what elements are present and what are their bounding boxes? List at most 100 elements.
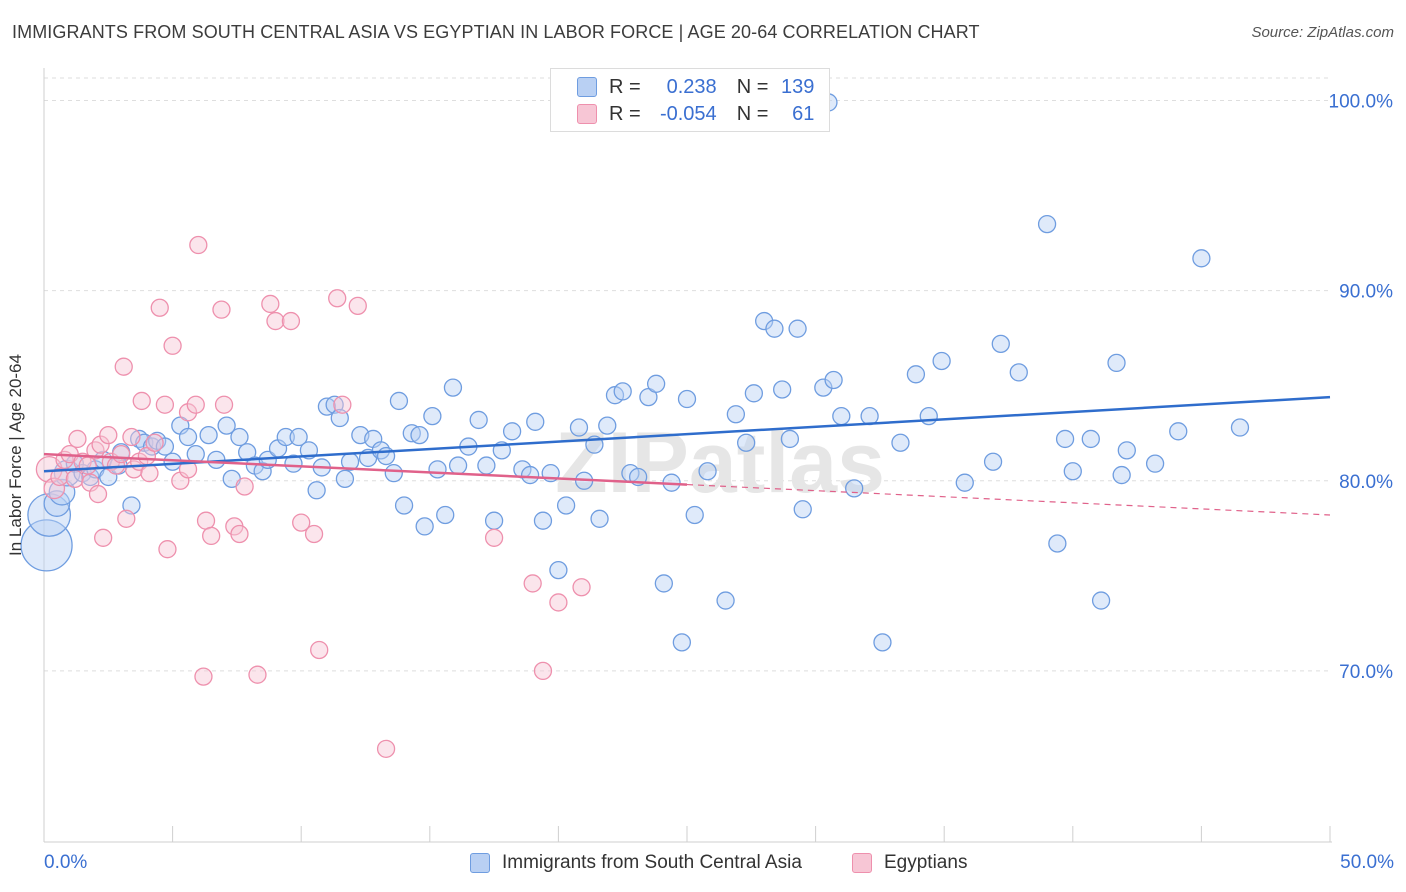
pink-point bbox=[140, 464, 159, 483]
blue-point bbox=[549, 560, 568, 580]
pink-point bbox=[178, 403, 198, 422]
blue-point bbox=[698, 462, 717, 481]
blue-point bbox=[230, 427, 249, 447]
blue-point bbox=[443, 378, 463, 397]
blue-point bbox=[1037, 214, 1057, 234]
blue-point bbox=[394, 496, 414, 515]
blue-point bbox=[415, 517, 434, 536]
blue-point bbox=[1055, 429, 1075, 449]
pink-point bbox=[194, 667, 213, 686]
blue-point bbox=[613, 382, 632, 401]
pink-point bbox=[549, 593, 568, 612]
blue-point bbox=[891, 433, 910, 452]
legend-row-blue: R = 0.238 N = 139 bbox=[577, 75, 814, 99]
stats-legend: R = 0.238 N = 139 R = -0.054 N = 61 bbox=[550, 68, 830, 132]
blue-point bbox=[1009, 363, 1028, 382]
legend-label-pink: Egyptians bbox=[884, 852, 968, 873]
blue-point bbox=[873, 633, 892, 652]
pink-point bbox=[112, 444, 131, 464]
blue-point bbox=[199, 425, 218, 445]
pink-point bbox=[88, 484, 108, 504]
pink-point bbox=[333, 395, 352, 414]
pink-point bbox=[65, 469, 85, 489]
trend-line-pink-extrapolated bbox=[686, 483, 1331, 516]
pink-point bbox=[484, 528, 504, 547]
blue-point bbox=[526, 412, 545, 431]
blue-point bbox=[737, 433, 756, 452]
pink-point bbox=[189, 235, 208, 255]
pink-point bbox=[230, 524, 249, 544]
pink-point bbox=[376, 739, 396, 758]
pink-point bbox=[68, 429, 87, 449]
legend-r-label: R = bbox=[609, 102, 641, 125]
blue-point bbox=[284, 454, 303, 473]
blue-point bbox=[569, 418, 589, 437]
trend-line-pink bbox=[43, 452, 688, 486]
pink-point bbox=[43, 477, 66, 500]
blue-point bbox=[477, 456, 496, 475]
trend-lines bbox=[43, 395, 1331, 516]
legend-n-value-pink: 61 bbox=[792, 102, 815, 125]
blue-point bbox=[1081, 429, 1100, 449]
blue-point bbox=[253, 462, 272, 481]
pink-point bbox=[117, 509, 136, 528]
blue-point bbox=[832, 406, 851, 426]
pink-point bbox=[122, 427, 141, 447]
blue-point bbox=[469, 410, 488, 430]
blue-point bbox=[1091, 591, 1111, 610]
pink-point bbox=[266, 311, 285, 331]
blue-point bbox=[919, 406, 938, 426]
trend-line-blue bbox=[43, 395, 1331, 473]
pink-point bbox=[523, 574, 542, 593]
blue-point bbox=[1117, 441, 1136, 460]
pink-point bbox=[94, 528, 113, 547]
legend-label-blue: Immigrants from South Central Asia bbox=[502, 852, 802, 873]
blue-point bbox=[428, 460, 447, 479]
legend-n-label: N = bbox=[736, 102, 769, 125]
pink-point bbox=[572, 578, 591, 597]
pink-point bbox=[132, 391, 151, 411]
blue-point bbox=[1112, 465, 1131, 485]
chart-title: IMMIGRANTS FROM SOUTH CENTRAL ASIA VS EG… bbox=[12, 22, 980, 42]
blue-point bbox=[276, 427, 295, 447]
blue-point bbox=[533, 511, 553, 530]
pink-point bbox=[292, 513, 311, 532]
blue-point bbox=[389, 391, 409, 411]
blue-point bbox=[677, 389, 697, 409]
blue-point bbox=[155, 437, 175, 456]
series-legend: Immigrants from South Central Asia Egypt… bbox=[0, 852, 1406, 878]
pink-point bbox=[348, 296, 367, 316]
source-credit: Source: ZipAtlas.com bbox=[1251, 24, 1394, 41]
y-axis-label: In Labor Force | Age 20-64 bbox=[6, 354, 25, 556]
blue-point bbox=[289, 427, 308, 447]
pink-point bbox=[533, 661, 553, 681]
blue-point bbox=[178, 427, 198, 447]
blue-point bbox=[1230, 418, 1250, 437]
blue-point bbox=[217, 416, 236, 435]
blue-point bbox=[1192, 249, 1211, 268]
blue-point bbox=[335, 469, 355, 489]
blue-point bbox=[423, 406, 442, 426]
legend-swatch-blue bbox=[470, 853, 490, 873]
pink-point bbox=[212, 300, 231, 319]
y-tick-label: 100.0% bbox=[1329, 92, 1394, 113]
pink-point bbox=[86, 441, 105, 460]
pink-point bbox=[235, 477, 254, 496]
blue-point bbox=[556, 496, 576, 515]
y-tick-label: 90.0% bbox=[1339, 282, 1393, 303]
gridlines bbox=[44, 77, 1332, 672]
pink-point bbox=[186, 395, 205, 414]
blue-point bbox=[716, 591, 735, 610]
blue-point bbox=[1107, 353, 1126, 373]
blue-point bbox=[436, 505, 455, 525]
legend-n-label: N = bbox=[736, 75, 769, 98]
blue-point bbox=[20, 519, 73, 572]
blue-point bbox=[744, 384, 764, 403]
blue-point bbox=[991, 334, 1010, 354]
blue-point bbox=[906, 365, 926, 384]
blue-point bbox=[983, 452, 1003, 471]
pink-point bbox=[114, 357, 133, 376]
legend-swatch-blue bbox=[577, 77, 597, 97]
y-tick-labels: 70.0% 80.0% 90.0% 100.0% bbox=[1329, 92, 1394, 683]
